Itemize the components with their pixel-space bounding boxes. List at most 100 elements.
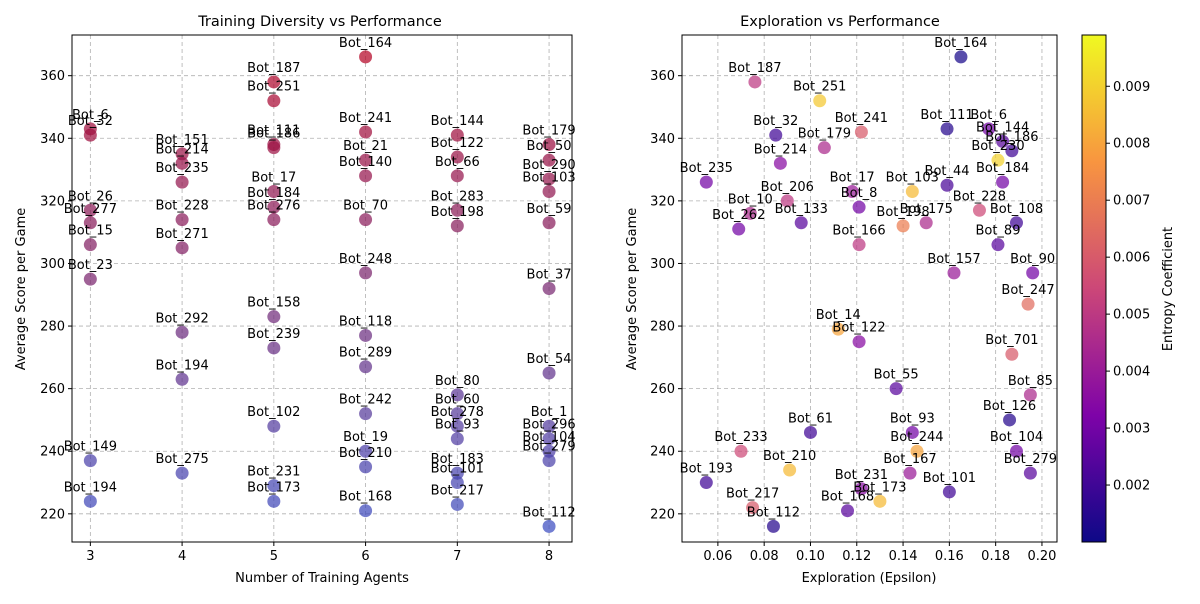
- left-y-ticks: 220 240 260 280 300 320 340 360: [40, 69, 72, 522]
- data-point: [831, 322, 845, 336]
- y-tick-label: 280: [650, 320, 675, 335]
- left-x-ticks: 3 4 5 6 7 8: [86, 542, 553, 564]
- y-tick-label: 220: [650, 507, 675, 522]
- data-point: [359, 407, 373, 421]
- data-point: [83, 494, 97, 508]
- y-tick-label: 320: [650, 194, 675, 209]
- data-point-label: Bot_214: [155, 142, 208, 157]
- data-point: [940, 122, 954, 136]
- data-point: [175, 241, 189, 255]
- data-point-label: Bot_173: [853, 480, 906, 495]
- data-point-label: Bot_144: [976, 120, 1029, 135]
- data-point-label: Bot_59: [527, 202, 572, 217]
- data-point-label: Bot_6: [970, 108, 1007, 123]
- data-point-label: Bot_166: [832, 224, 885, 239]
- colorbar-tick-label: 0.002: [1113, 479, 1150, 494]
- data-point: [450, 388, 464, 402]
- data-point: [996, 175, 1010, 189]
- data-point: [542, 519, 556, 533]
- right-chart-title: Exploration vs Performance: [740, 14, 940, 30]
- data-point: [450, 203, 464, 217]
- data-point-label: Bot_292: [155, 311, 208, 326]
- data-point: [175, 213, 189, 227]
- data-point-label: Bot_140: [339, 155, 392, 170]
- right-x-ticks: 0.06 0.08 0.10 0.12 0.14 0.16 0.18 0.20: [703, 542, 1056, 564]
- data-point-label: Bot_23: [68, 258, 113, 273]
- data-point: [175, 175, 189, 189]
- data-point-label: Bot_112: [747, 505, 800, 520]
- data-point: [854, 482, 868, 496]
- data-point-label: Bot_251: [247, 80, 300, 95]
- data-point: [817, 141, 831, 155]
- right-x-axis-label: Exploration (Epsilon): [802, 571, 937, 586]
- data-point-label: Bot_217: [726, 487, 779, 502]
- y-tick-label: 360: [650, 69, 675, 84]
- data-point: [359, 266, 373, 280]
- right-panel: Exploration vs Performance Bot_164 Bot_18…: [625, 14, 1176, 586]
- data-point-label: Bot_101: [923, 471, 976, 486]
- data-point-label: Bot_149: [64, 440, 117, 455]
- data-point-label: Bot_10: [728, 192, 773, 207]
- data-point: [450, 219, 464, 233]
- right-y-axis-label: Average Score per Game: [625, 208, 640, 371]
- y-tick-label: 340: [650, 132, 675, 147]
- data-point-label: Bot_14: [816, 308, 861, 323]
- data-point: [267, 94, 281, 108]
- data-point-label: Bot_296: [522, 418, 575, 433]
- data-point-label: Bot_198: [876, 205, 929, 220]
- data-point: [743, 206, 757, 220]
- data-point-label: Bot_242: [339, 393, 392, 408]
- data-point: [267, 341, 281, 355]
- data-point-label: Bot_70: [343, 199, 388, 214]
- data-point: [896, 219, 910, 233]
- left-chart-title: Training Diversity vs Performance: [197, 14, 442, 30]
- data-point-label: Bot_210: [763, 449, 816, 464]
- data-point: [972, 203, 986, 217]
- colorbar-tick-label: 0.007: [1113, 194, 1150, 209]
- data-point-label: Bot_233: [714, 430, 767, 445]
- data-point: [359, 504, 373, 518]
- data-point: [542, 282, 556, 295]
- data-point-label: Bot_701: [985, 333, 1038, 348]
- data-point: [83, 238, 97, 252]
- x-tick-label: 5: [270, 549, 278, 564]
- data-point: [854, 125, 868, 139]
- x-tick-label: 6: [361, 549, 369, 564]
- data-point-label: Bot_248: [339, 252, 392, 267]
- data-point: [267, 494, 281, 508]
- data-point-label: Bot_144: [431, 114, 484, 129]
- data-point: [746, 501, 760, 515]
- data-point: [1021, 297, 1035, 311]
- data-point: [542, 138, 556, 152]
- x-tick-label: 8: [545, 549, 553, 564]
- right-gridlines: [682, 35, 1057, 542]
- data-point-label: Bot_32: [753, 114, 798, 129]
- data-point-label: Bot_167: [883, 452, 936, 467]
- data-point: [450, 497, 464, 511]
- colorbar-ticks: 0.002 0.003 0.004 0.005 0.006 0.007 0.008 0.009: [1106, 80, 1150, 494]
- data-point-label: Bot_133: [775, 202, 828, 217]
- data-point: [794, 216, 808, 230]
- data-point: [852, 238, 866, 252]
- data-point-label: Bot_61: [788, 411, 833, 426]
- data-point: [450, 466, 464, 480]
- data-point: [905, 425, 919, 439]
- data-point-label: Bot_184: [247, 186, 300, 201]
- data-point: [982, 122, 996, 136]
- data-point-label: Bot_251: [793, 80, 846, 95]
- data-point-label: Bot_66: [435, 155, 480, 170]
- x-tick-label: 4: [178, 549, 186, 564]
- data-point-label: Bot_194: [64, 480, 117, 495]
- left-x-axis-label: Number of Training Agents: [235, 571, 409, 586]
- data-point-label: Bot_103: [522, 170, 575, 185]
- data-point: [542, 432, 556, 446]
- x-tick-label: 0.10: [796, 549, 825, 564]
- x-tick-label: 0.12: [842, 549, 871, 564]
- data-point: [542, 454, 556, 468]
- data-point: [542, 216, 556, 230]
- data-point: [1026, 266, 1040, 280]
- data-point-label: Bot_164: [934, 36, 987, 51]
- data-point-label: Bot_186: [985, 130, 1038, 145]
- y-tick-label: 360: [40, 69, 65, 84]
- data-point: [841, 504, 855, 518]
